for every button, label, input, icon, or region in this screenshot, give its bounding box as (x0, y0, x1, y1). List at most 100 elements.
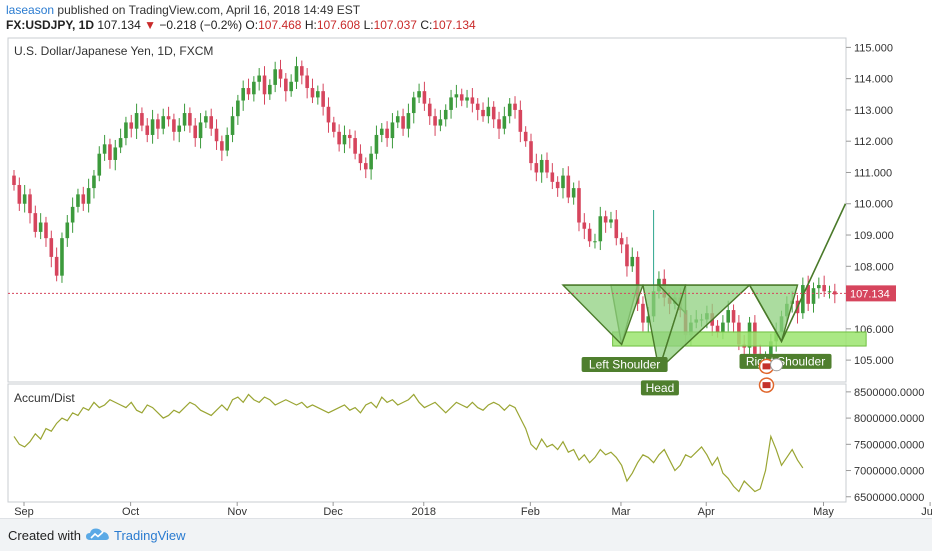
symbol-label: FX:USDJPY, 1D (6, 18, 95, 32)
candle-body (385, 128, 389, 139)
candle-body (166, 116, 171, 120)
price-tick-label: 111.000 (854, 167, 892, 179)
candle-body (598, 216, 603, 242)
time-tick-label: Sep (14, 506, 34, 518)
price-tick-label: 114.000 (854, 74, 893, 86)
candle-body (284, 78, 288, 92)
close-value: 107.134 (432, 18, 476, 32)
candle-body (481, 109, 485, 117)
candle-body (465, 97, 469, 101)
us-flag-event-icon-stripe (762, 363, 771, 370)
price-tick-label: 105.000 (854, 355, 894, 367)
candle-body (220, 141, 224, 151)
candle-body (230, 116, 235, 135)
candle-body (401, 116, 405, 129)
candle-body (801, 285, 805, 314)
price-tick-label: 110.000 (854, 199, 893, 211)
candle-body (161, 116, 166, 129)
price-chart[interactable]: 115.000 114.000 113.000 112.000 111.000 110.0… (0, 0, 932, 518)
candle-body (129, 122, 134, 129)
main-pane (7, 37, 847, 383)
candle-body (577, 188, 581, 223)
candle-body (182, 113, 187, 126)
candle-body (60, 238, 64, 276)
high-label: H: (304, 18, 317, 32)
candle-body (278, 69, 283, 79)
candle-body (470, 97, 475, 104)
candle-body (134, 113, 139, 129)
price-tick-label: 112.000 (854, 136, 893, 148)
event-count-bubble[interactable] (770, 358, 784, 372)
down-arrow-icon: ▼ (144, 18, 156, 32)
candle-body (108, 144, 112, 160)
right-shoulder-label: Right Shoulder (746, 354, 825, 368)
indicator-tick-label: 8000000.0000 (854, 413, 924, 425)
candle-body (12, 175, 16, 185)
candle-body (731, 310, 736, 323)
candle-body (321, 91, 325, 107)
candle-body (433, 116, 437, 126)
indicator-pane-title: Accum/Dist (14, 391, 75, 405)
candle-body (198, 122, 203, 139)
candle-body (257, 75, 261, 82)
candle-body (582, 222, 587, 229)
tradingview-link[interactable]: TradingView (114, 528, 186, 543)
candle-body (443, 109, 448, 120)
candle-body (145, 125, 150, 135)
candle-body (225, 134, 229, 151)
candle-body (486, 106, 491, 117)
candle-body (289, 81, 293, 92)
candle-body (449, 97, 453, 110)
candle-body (625, 244, 629, 267)
close-label: C: (420, 18, 433, 32)
candle-body (17, 184, 22, 204)
candle-body (459, 94, 464, 101)
candle-body (204, 116, 208, 123)
candle-body (81, 194, 86, 204)
indicator-pane (7, 383, 847, 503)
price-tick-label: 115.000 (854, 42, 893, 54)
candle-body (817, 285, 821, 289)
candle-body (427, 103, 432, 117)
candle-body (97, 153, 102, 176)
candle-body (550, 172, 555, 182)
candle-body (395, 116, 400, 123)
candle-body (411, 97, 416, 114)
head-label-bg (640, 380, 679, 396)
price-tick-label: 108.000 (854, 261, 894, 273)
main-pane-title: U.S. Dollar/Japanese Yen, 1D, FXCM (14, 44, 214, 58)
candle-body (619, 238, 624, 245)
support-zone (612, 331, 867, 347)
candle-body (294, 66, 299, 82)
candle-body (337, 131, 341, 145)
candle-body (374, 134, 379, 154)
high-value: 107.608 (316, 18, 361, 32)
candle-body (529, 141, 533, 164)
candle-body (326, 106, 331, 123)
candle-body (300, 66, 304, 76)
candle-body (507, 103, 512, 117)
candle-body (241, 88, 245, 101)
candle-body (70, 206, 75, 223)
candle-body (726, 310, 731, 323)
candle-body (28, 194, 32, 214)
accum-dist-line (13, 393, 804, 493)
candle-body (33, 213, 38, 232)
candle-body (347, 134, 352, 139)
candle-body (236, 100, 240, 117)
candle-body (358, 153, 363, 164)
candle-body (822, 285, 826, 292)
indicator-tick-label: 8500000.0000 (854, 387, 924, 399)
candle-body (156, 119, 160, 129)
author-link[interactable]: laseason (6, 3, 55, 17)
candle-body (44, 222, 48, 239)
open-value: 107.468 (258, 18, 302, 32)
candle-body (454, 94, 459, 98)
candle-body (342, 134, 347, 145)
low-value: 107.037 (373, 18, 417, 32)
candle-body (630, 256, 635, 267)
candle-body (646, 316, 651, 323)
chart-header: laseason published on TradingView.com, A… (0, 0, 932, 34)
candle-body (390, 122, 395, 139)
candle-body (422, 91, 427, 104)
